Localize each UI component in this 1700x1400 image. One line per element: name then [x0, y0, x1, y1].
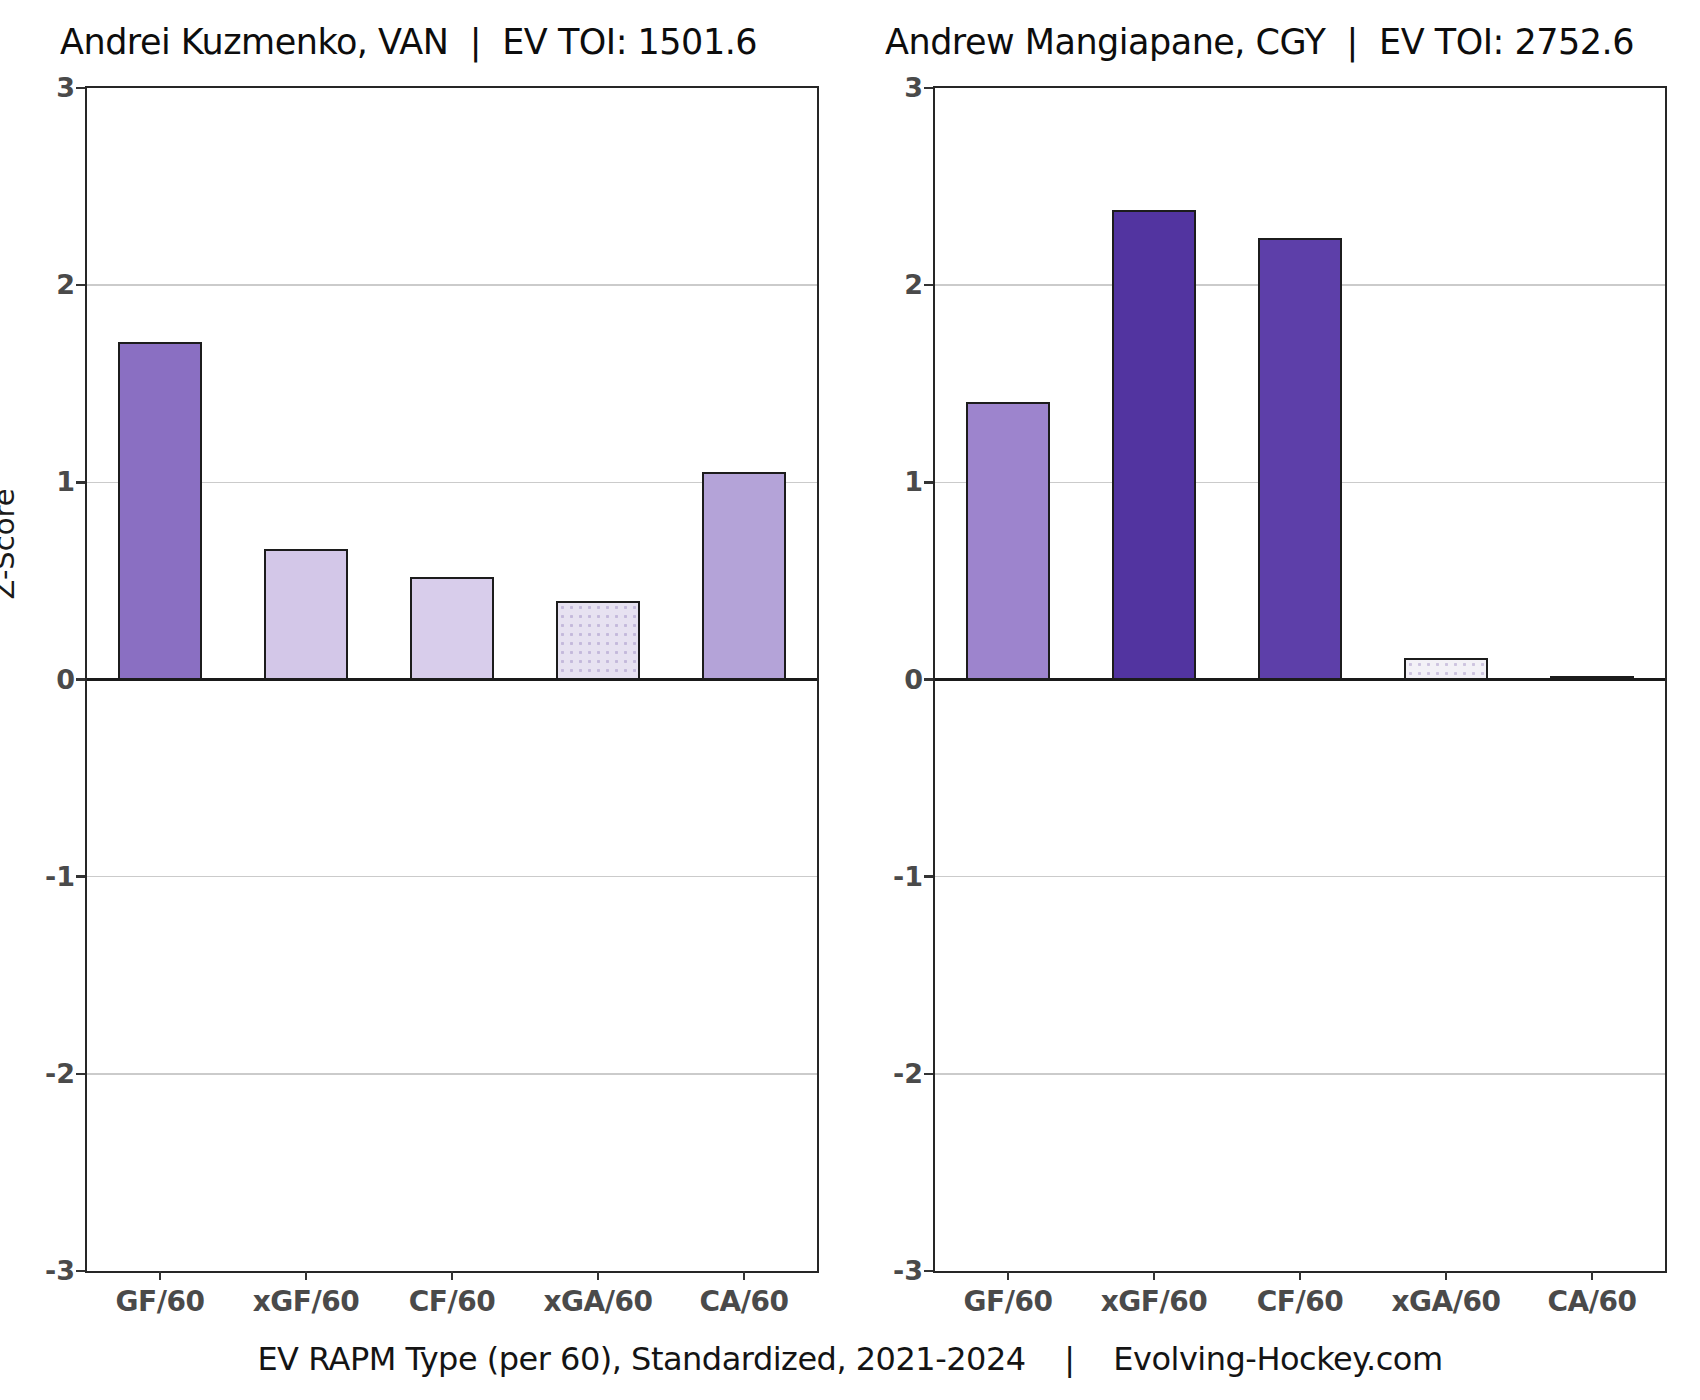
y-tick-mark--2 — [924, 1073, 933, 1076]
y-tick-mark-1 — [924, 481, 933, 484]
x-tick-label-4: CA/60 — [671, 1285, 817, 1318]
y-tick-mark-0 — [924, 678, 933, 681]
bar-ca60 — [1550, 676, 1634, 680]
y-tick-mark--2 — [76, 1073, 85, 1076]
y-tick-label-0: 0 — [19, 664, 75, 696]
y-tick-label-3: 3 — [19, 72, 75, 104]
gridline-y2 — [87, 284, 817, 286]
bar-xgf60 — [1112, 210, 1196, 679]
y-tick-label-1: 1 — [19, 466, 75, 498]
y-tick-mark-1 — [76, 481, 85, 484]
x-tick-mark-4 — [743, 1271, 746, 1280]
gridline-y-1 — [935, 876, 1665, 878]
y-tick-label-0: 0 — [867, 664, 923, 696]
y-tick-label--1: -1 — [19, 861, 75, 893]
x-tick-mark-4 — [1591, 1271, 1594, 1280]
x-tick-label-4: CA/60 — [1519, 1285, 1665, 1318]
y-tick-mark--3 — [76, 1270, 85, 1273]
bar-cf60 — [410, 577, 494, 680]
y-axis-label: Z-Score — [0, 488, 21, 599]
y-tick-mark--3 — [924, 1270, 933, 1273]
y-tick-label-3: 3 — [867, 72, 923, 104]
y-tick-mark-0 — [76, 678, 85, 681]
x-tick-mark-3 — [597, 1271, 600, 1280]
gridline-y-1 — [87, 876, 817, 878]
y-tick-mark--1 — [76, 875, 85, 878]
plot-area-left: 3210-1-2-3GF/60xGF/60CF/60xGA/60CA/60 — [85, 86, 819, 1273]
y-tick-mark-2 — [76, 284, 85, 287]
footer-caption: EV RAPM Type (per 60), Standardized, 202… — [0, 1340, 1700, 1378]
y-tick-mark-3 — [76, 87, 85, 90]
chart-title-left: Andrei Kuzmenko, VAN | EV TOI: 1501.6 — [60, 22, 757, 62]
y-tick-label--2: -2 — [19, 1058, 75, 1090]
y-tick-label--2: -2 — [867, 1058, 923, 1090]
bar-cf60 — [1258, 238, 1342, 680]
y-tick-label-2: 2 — [867, 269, 923, 301]
y-tick-label--3: -3 — [867, 1255, 923, 1287]
x-tick-mark-0 — [1007, 1271, 1010, 1280]
bar-ca60 — [702, 472, 786, 679]
x-tick-label-3: xGA/60 — [525, 1285, 671, 1318]
plot-area-right: 3210-1-2-3GF/60xGF/60CF/60xGA/60CA/60 — [933, 86, 1667, 1273]
x-tick-label-0: GF/60 — [935, 1285, 1081, 1318]
y-tick-mark-2 — [924, 284, 933, 287]
chart-title-right: Andrew Mangiapane, CGY | EV TOI: 2752.6 — [885, 22, 1634, 62]
x-tick-label-0: GF/60 — [87, 1285, 233, 1318]
y-tick-label--3: -3 — [19, 1255, 75, 1287]
x-tick-mark-1 — [305, 1271, 308, 1280]
bar-gf60 — [118, 342, 202, 679]
x-tick-label-3: xGA/60 — [1373, 1285, 1519, 1318]
x-tick-label-2: CF/60 — [1227, 1285, 1373, 1318]
x-tick-mark-1 — [1153, 1271, 1156, 1280]
x-tick-label-2: CF/60 — [379, 1285, 525, 1318]
bar-gf60 — [966, 402, 1050, 680]
y-tick-label--1: -1 — [867, 861, 923, 893]
gridline-y-2 — [87, 1073, 817, 1075]
y-tick-mark-3 — [924, 87, 933, 90]
rapm-comparison-figure: { "footer": { "caption": "EV RAPM Type (… — [0, 0, 1700, 1400]
x-tick-mark-2 — [451, 1271, 454, 1280]
bar-xga60 — [556, 601, 640, 680]
bar-xgf60 — [264, 549, 348, 679]
x-tick-mark-2 — [1299, 1271, 1302, 1280]
x-tick-label-1: xGF/60 — [1081, 1285, 1227, 1318]
x-tick-mark-0 — [159, 1271, 162, 1280]
bar-xga60 — [1404, 658, 1488, 680]
y-tick-mark--1 — [924, 875, 933, 878]
x-tick-mark-3 — [1445, 1271, 1448, 1280]
gridline-y-2 — [935, 1073, 1665, 1075]
y-tick-label-2: 2 — [19, 269, 75, 301]
x-tick-label-1: xGF/60 — [233, 1285, 379, 1318]
y-tick-label-1: 1 — [867, 466, 923, 498]
